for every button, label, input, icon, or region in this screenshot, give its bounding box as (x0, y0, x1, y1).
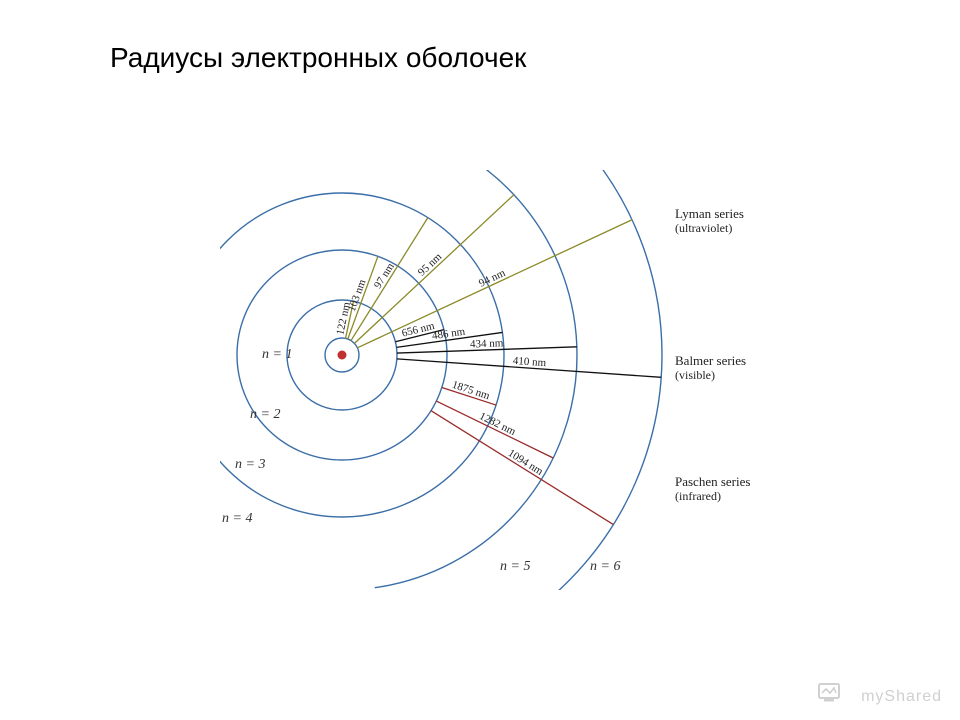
wavelength-label: 94 nm (477, 267, 508, 290)
series-label: Balmer series (675, 353, 746, 368)
shell-arc-n6 (387, 170, 662, 590)
watermark-text: myShared (861, 688, 942, 706)
series-label: Paschen series (675, 474, 750, 489)
shell-label-n6: n = 6 (590, 559, 620, 574)
shell-label-n3: n = 3 (235, 457, 265, 472)
watermark-icon (816, 681, 842, 708)
series-sublabel: (visible) (675, 368, 715, 382)
shell-label-n1: n = 1 (262, 347, 292, 362)
nucleus-dot (338, 351, 347, 360)
wavelength-label: 486 nm (431, 326, 466, 343)
wavelength-label: 95 nm (416, 251, 445, 279)
series-sublabel: (ultraviolet) (675, 221, 732, 235)
wavelength-label: 103 nm (346, 278, 369, 314)
shell-label-n4: n = 4 (222, 511, 252, 526)
bohr-diagram: 122 nm103 nm97 nm95 nm94 nm656 nm486 nm4… (220, 170, 760, 590)
page-title: Радиусы электронных оболочек (110, 42, 526, 74)
wavelength-label: 1875 nm (451, 379, 492, 403)
shell-label-n5: n = 5 (500, 559, 530, 574)
shell-arc-n5 (375, 170, 577, 588)
series-sublabel: (infrared) (675, 489, 721, 503)
wavelength-label: 410 nm (512, 355, 547, 369)
wavelength-label: 434 nm (470, 337, 504, 350)
series-label: Lyman series (675, 206, 744, 221)
shell-label-n2: n = 2 (250, 407, 280, 422)
wavelength-label: 97 nm (372, 261, 397, 291)
